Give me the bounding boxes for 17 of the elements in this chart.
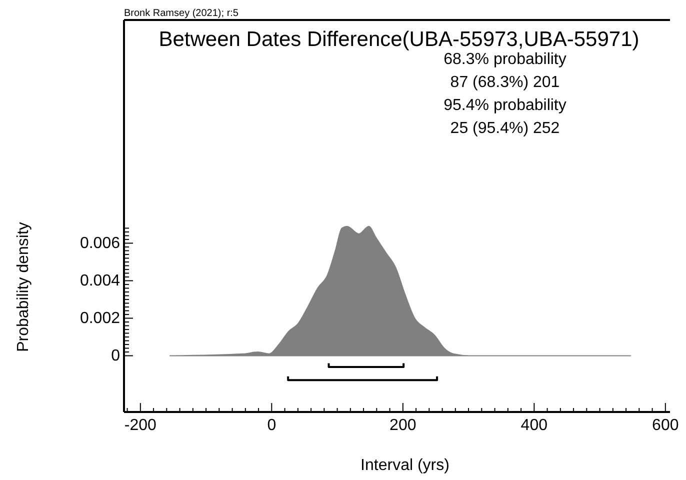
y-tick-label: 0 (111, 348, 120, 365)
annotation: 68.3% probability (444, 51, 566, 68)
annotation: 87 (68.3%) 201 (450, 74, 560, 91)
annotation: 25 (95.4%) 252 (450, 120, 560, 137)
x-axis-title: Interval (yrs) (360, 457, 450, 474)
y-axis-title: Probability density (15, 222, 32, 352)
x-tick-label: -200 (124, 417, 157, 434)
x-tick-label: 600 (652, 417, 679, 434)
text: Bronk Ramsey (2021); r:5 (124, 8, 239, 19)
y-tick-label: 0.002 (80, 310, 120, 328)
x-tick-label: 200 (390, 417, 416, 434)
y-tick-label: 0.006 (80, 235, 120, 252)
annotation: 95.4% probability (444, 97, 566, 114)
x-tick-label: 0 (267, 417, 276, 434)
chart-title: Between Dates Difference(UBA-55973,UBA-55971) (158, 28, 640, 51)
y-tick-label: 0.004 (80, 272, 120, 290)
x-tick-label: 400 (520, 417, 548, 434)
